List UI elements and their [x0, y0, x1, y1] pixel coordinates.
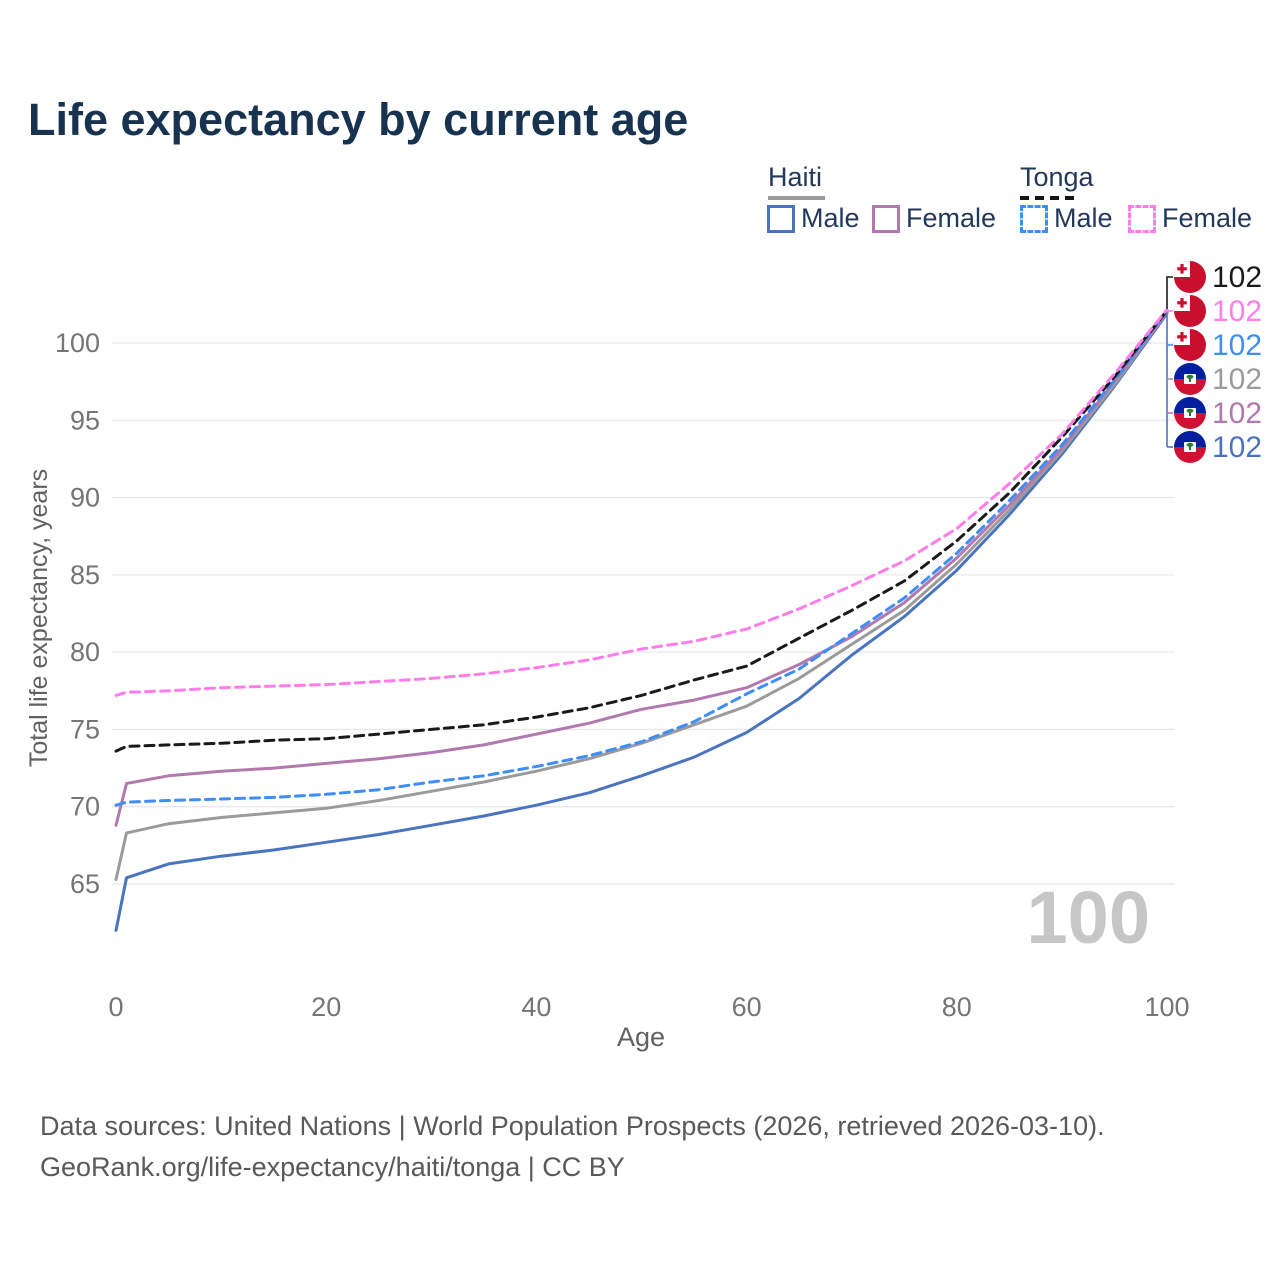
legend-group-haiti[interactable]: Haiti [768, 162, 823, 192]
line-chart: 100 65 70 75 80 85 90 95 100 0 20 40 60 80 100 Age To… [25, 261, 1262, 1052]
haiti-solid-line-swatch [768, 196, 825, 200]
attribution-line: GeoRank.org/life-expectancy/haiti/tonga … [40, 1152, 625, 1182]
legend-label: Male [1054, 203, 1113, 233]
y-tick-label: 90 [70, 483, 100, 513]
y-tick-label: 70 [70, 792, 100, 822]
series-line-tonga-female[interactable] [114, 308, 1169, 697]
legend-item-tonga-female[interactable]: Female [1128, 203, 1252, 234]
x-tick-label: 80 [942, 992, 972, 1022]
legend-item-haiti-male[interactable]: Male [767, 203, 860, 234]
series-line-haiti-male[interactable] [114, 312, 1169, 932]
tonga-flag-icon [1174, 261, 1206, 293]
tonga-female-swatch-icon [1128, 204, 1156, 233]
y-tick-label: 75 [70, 714, 100, 744]
legend-label: Female [906, 203, 997, 233]
legend-group-tonga[interactable]: Tonga [1020, 162, 1094, 192]
end-label-value: 102 [1212, 363, 1262, 396]
page-title: Life expectancy by current age [28, 94, 689, 145]
y-tick-label: 100 [55, 328, 100, 358]
x-axis-title: Age [617, 1022, 665, 1052]
end-label-value: 102 [1212, 397, 1262, 430]
haiti-flag-icon [1174, 431, 1206, 463]
leader-line [1166, 276, 1173, 309]
axis-labels: 65 70 75 80 85 90 95 100 0 20 40 60 80 100 [55, 328, 1190, 1022]
x-tick-label: 0 [108, 992, 123, 1022]
data-sources-line: Data sources: United Nations | World Pop… [40, 1111, 1105, 1141]
tonga-flag-icon [1174, 295, 1206, 327]
end-label-value: 102 [1212, 261, 1262, 294]
footer: Data sources: United Nations | World Pop… [40, 1106, 1105, 1188]
end-label-value: 102 [1212, 431, 1262, 464]
haiti-flag-icon [1174, 363, 1206, 395]
series-line-haiti-female[interactable] [114, 311, 1169, 827]
series-line-haiti-both[interactable] [114, 310, 1169, 881]
gridlines [112, 342, 1175, 885]
legend-item-tonga-male[interactable]: Male [1020, 203, 1113, 234]
tonga-male-swatch-icon [1020, 204, 1048, 233]
haiti-female-swatch-icon [872, 204, 900, 233]
end-label-value: 102 [1212, 295, 1262, 328]
y-tick-label: 80 [70, 637, 100, 667]
age-counter-watermark: 100 [1027, 876, 1150, 959]
legend-label: Male [801, 203, 860, 233]
y-tick-label: 85 [70, 560, 100, 590]
legend-item-haiti-female[interactable]: Female [872, 203, 996, 234]
haiti-flag-icon [1174, 397, 1206, 429]
y-tick-label: 65 [70, 869, 100, 899]
y-tick-label: 95 [70, 405, 100, 435]
tonga-dashed-line-swatch [1020, 196, 1080, 200]
tonga-flag-icon [1174, 329, 1206, 361]
x-tick-label: 100 [1144, 992, 1189, 1022]
y-axis-title: Total life expectancy, years [25, 469, 53, 767]
x-tick-label: 20 [311, 992, 341, 1022]
series-line-tonga-male[interactable] [114, 309, 1169, 807]
end-label-value: 102 [1212, 329, 1262, 362]
legend-label: Female [1162, 203, 1253, 233]
x-tick-label: 40 [521, 992, 551, 1022]
x-tick-label: 60 [732, 992, 762, 1022]
series-line-tonga-both[interactable] [114, 309, 1169, 753]
haiti-male-swatch-icon [767, 204, 795, 233]
